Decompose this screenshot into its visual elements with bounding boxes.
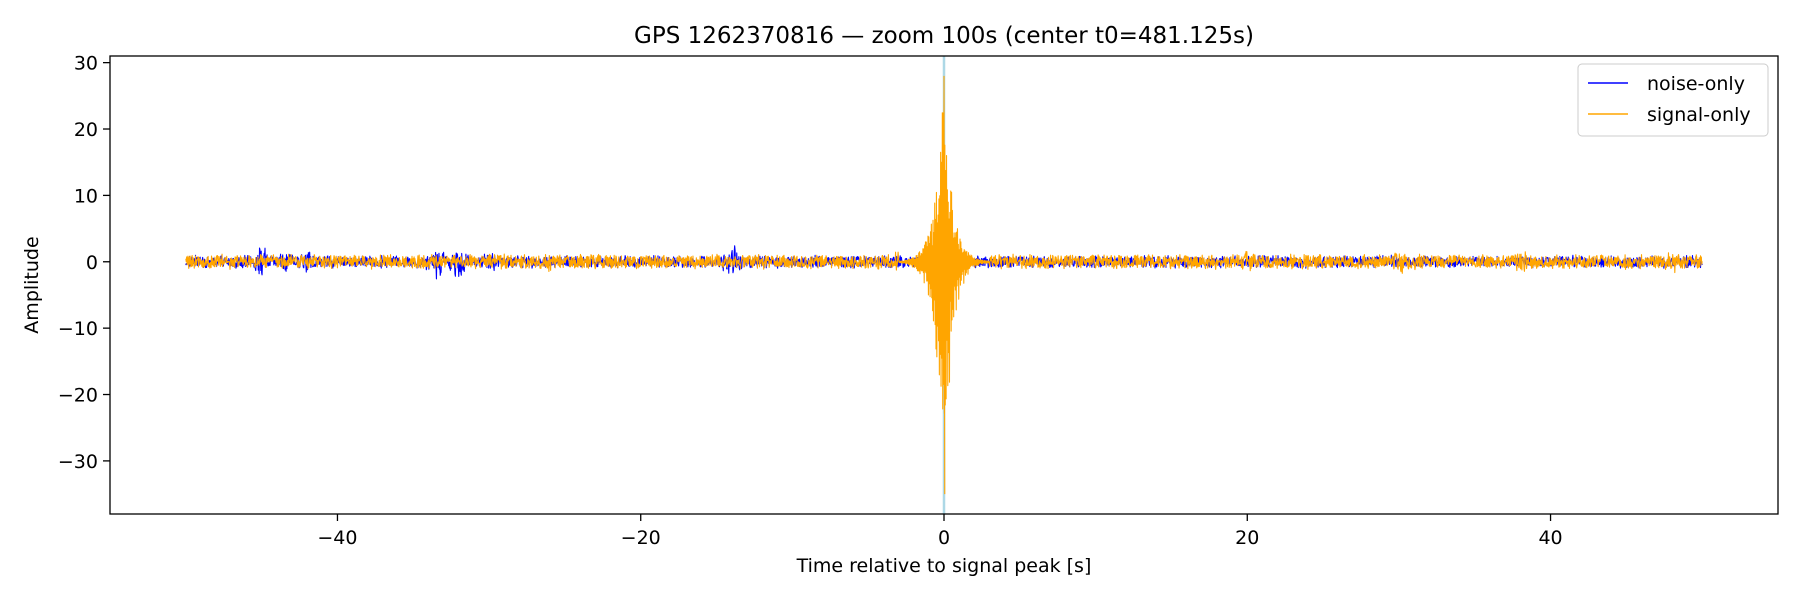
legend: noise-only signal-only bbox=[1577, 63, 1769, 137]
y-tick-label: 30 bbox=[74, 53, 98, 75]
y-tick-label: −30 bbox=[58, 451, 98, 473]
chart-title: GPS 1262370816 — zoom 100s (center t0=48… bbox=[634, 23, 1254, 49]
y-axis-title: Amplitude bbox=[21, 236, 43, 333]
legend-label-signal-only: signal-only bbox=[1647, 104, 1751, 126]
x-tick-label: 40 bbox=[1538, 527, 1562, 549]
y-tick-label: −10 bbox=[58, 318, 98, 340]
y-tick-label: −20 bbox=[58, 385, 98, 407]
plot-area bbox=[185, 56, 1703, 514]
y-axis: −30 −20 −10 0 10 20 30 bbox=[58, 53, 110, 473]
x-tick-label: −20 bbox=[621, 527, 661, 549]
series-line-signal-only bbox=[185, 75, 1703, 495]
x-tick-label: 20 bbox=[1235, 527, 1259, 549]
y-tick-label: 0 bbox=[86, 252, 98, 274]
series-layer bbox=[185, 75, 1703, 495]
x-axis-title: Time relative to signal peak [s] bbox=[796, 555, 1092, 577]
x-axis: −40 −20 0 20 40 bbox=[317, 514, 1563, 549]
y-tick-label: 10 bbox=[74, 185, 98, 207]
legend-box bbox=[1577, 63, 1769, 137]
y-tick-label: 20 bbox=[74, 119, 98, 141]
legend-label-noise-only: noise-only bbox=[1647, 73, 1745, 95]
x-tick-label: −40 bbox=[317, 527, 357, 549]
x-tick-label: 0 bbox=[938, 527, 950, 549]
